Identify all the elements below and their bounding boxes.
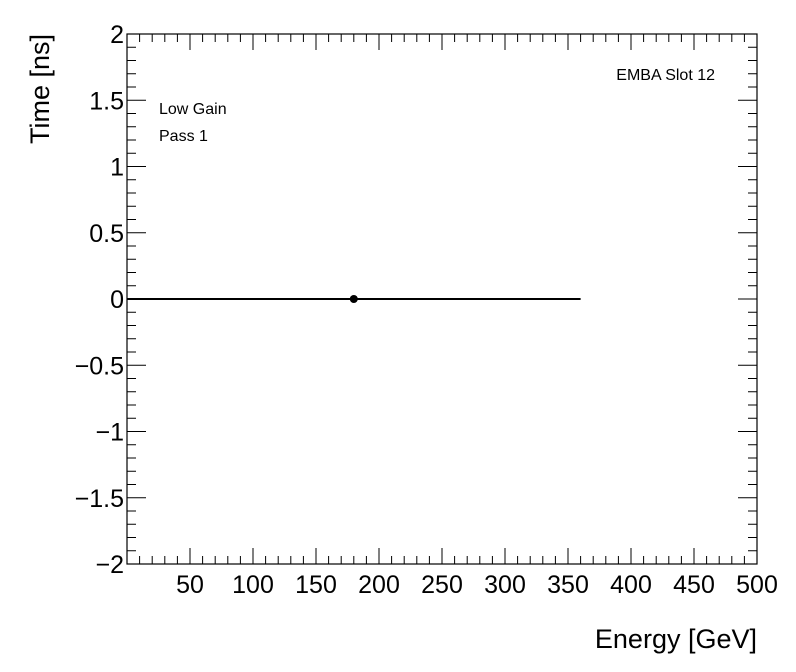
y-tick-label: −0.5 bbox=[75, 352, 124, 380]
y-tick-label: 2 bbox=[110, 21, 124, 49]
x-tick-label: 250 bbox=[421, 571, 463, 599]
x-tick-label: 200 bbox=[358, 571, 400, 599]
data-series bbox=[127, 295, 581, 303]
y-tick-label: −2 bbox=[95, 551, 124, 579]
y-tick-label: −1.5 bbox=[75, 485, 124, 513]
y-tick-labels: 2 1.5 1 0.5 0 −0.5 −1 −1.5 −2 bbox=[75, 21, 124, 579]
x-tick-label: 500 bbox=[736, 571, 778, 599]
y-tick-label: 1 bbox=[110, 154, 124, 182]
y-tick-label: 0 bbox=[110, 286, 124, 314]
x-tick-label: 50 bbox=[176, 571, 204, 599]
y-tick-label: −1 bbox=[95, 419, 124, 447]
x-tick-label: 150 bbox=[295, 571, 337, 599]
annotation-pass-label: Pass 1 bbox=[159, 128, 208, 145]
x-tick-label: 450 bbox=[673, 571, 715, 599]
x-tick-label: 350 bbox=[547, 571, 589, 599]
x-tick-labels: 50 100 150 200 250 300 350 400 450 500 bbox=[176, 571, 778, 599]
x-axis-title: Energy [GeV] bbox=[595, 624, 757, 654]
x-tick-label: 400 bbox=[610, 571, 652, 599]
annotation-gain-label: Low Gain bbox=[159, 101, 227, 118]
x-tick-label: 100 bbox=[232, 571, 274, 599]
y-tick-label: 0.5 bbox=[89, 220, 124, 248]
x-tick-label: 300 bbox=[484, 571, 526, 599]
data-point bbox=[349, 295, 358, 303]
y-tick-label: 1.5 bbox=[89, 87, 124, 115]
annotation-slot-label: EMBA Slot 12 bbox=[616, 67, 715, 84]
y-axis-title: Time [ns] bbox=[25, 34, 55, 144]
